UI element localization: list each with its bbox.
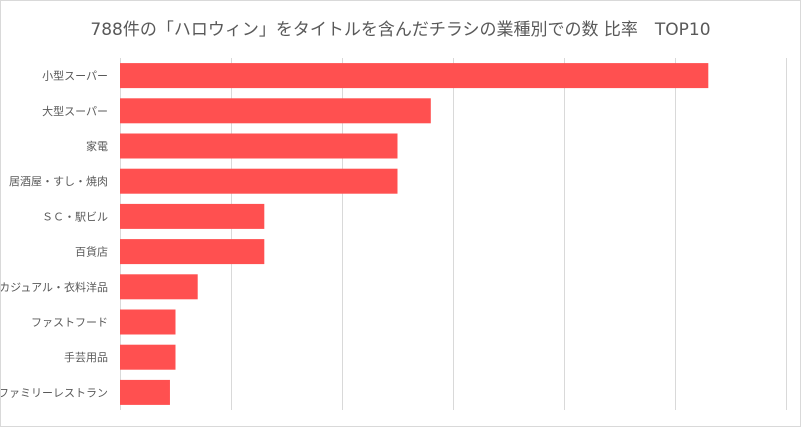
bar-7 bbox=[120, 274, 198, 300]
bars bbox=[120, 63, 709, 405]
category-label: 家電 bbox=[86, 139, 108, 153]
chart-title: 788件の「ハロウィン」をタイトルを含んだチラシの業種別での数 比率 TOP10 bbox=[90, 20, 711, 40]
category-label: 百貨店 bbox=[75, 245, 108, 259]
bar-6 bbox=[120, 239, 265, 265]
bar-10 bbox=[120, 379, 170, 405]
bar-5 bbox=[120, 203, 265, 229]
bar-2 bbox=[120, 98, 431, 124]
category-label: ファストフード bbox=[31, 316, 108, 329]
bar-4 bbox=[120, 168, 398, 194]
category-label: 手芸用品 bbox=[64, 350, 108, 364]
category-label: 大型スーパー bbox=[42, 104, 108, 118]
bar-9 bbox=[120, 344, 176, 370]
category-label: ファミリーレストラン bbox=[1, 386, 108, 399]
category-label: 小型スーパー bbox=[42, 69, 108, 83]
bar-1 bbox=[120, 63, 709, 89]
bar-3 bbox=[120, 133, 398, 159]
category-label: カジュアル・衣料洋品 bbox=[1, 280, 108, 294]
bar-8 bbox=[120, 309, 176, 335]
category-label: ＳＣ・駅ビル bbox=[42, 210, 108, 223]
category-label: 居酒屋・すし・焼肉 bbox=[9, 175, 108, 188]
